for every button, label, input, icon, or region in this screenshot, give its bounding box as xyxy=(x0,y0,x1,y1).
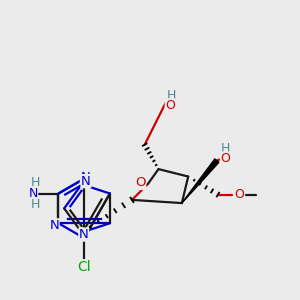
Text: O: O xyxy=(220,152,230,165)
Text: H: H xyxy=(221,142,230,155)
Text: Cl: Cl xyxy=(77,260,91,274)
Text: N: N xyxy=(80,171,90,184)
Text: N: N xyxy=(49,219,59,232)
Text: H: H xyxy=(167,89,176,102)
Text: N: N xyxy=(79,228,89,241)
Text: N: N xyxy=(28,187,38,200)
Text: O: O xyxy=(165,99,175,112)
Polygon shape xyxy=(182,159,219,203)
Text: H: H xyxy=(30,198,40,211)
Text: H: H xyxy=(30,176,40,189)
Text: O: O xyxy=(234,188,244,201)
Text: N: N xyxy=(81,175,91,188)
Text: O: O xyxy=(135,176,146,189)
